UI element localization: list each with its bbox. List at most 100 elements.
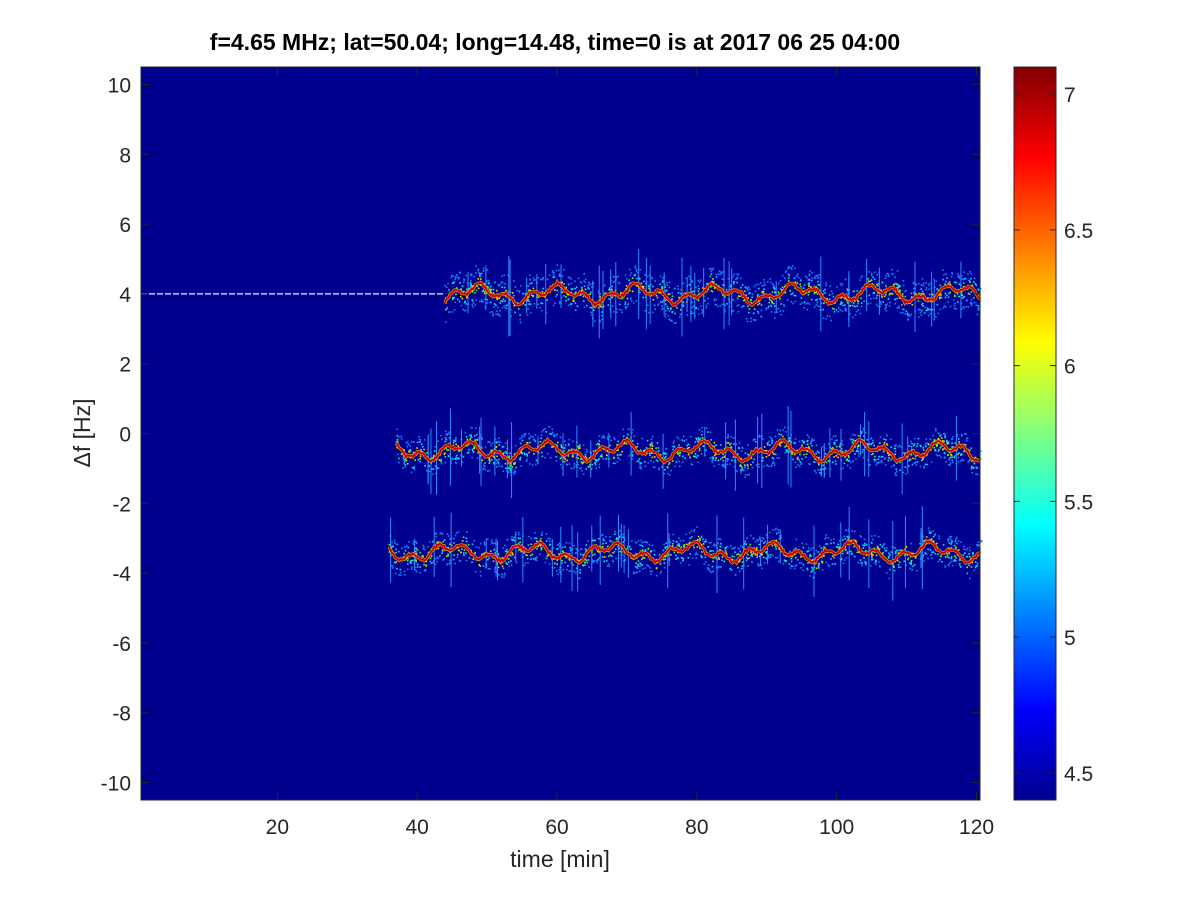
- trace-speckle: [410, 441, 413, 443]
- trace-speckle: [558, 269, 560, 272]
- trace-speckle: [555, 295, 557, 298]
- trace-speckle: [790, 266, 793, 269]
- trace-speckle: [727, 278, 730, 280]
- trace-speckle: [492, 314, 494, 317]
- trace-speckle: [873, 271, 876, 274]
- trace-speckle: [519, 537, 521, 540]
- trace-speckle: [559, 436, 562, 439]
- trace-speckle: [667, 463, 670, 466]
- trace-speckle: [862, 456, 865, 459]
- trace-speckle: [582, 295, 585, 298]
- trace-speckle: [690, 301, 693, 304]
- trace-speckle: [947, 301, 949, 303]
- trace-speckle: [709, 457, 712, 460]
- trace-speckle: [720, 271, 722, 274]
- trace-speckle: [545, 557, 548, 559]
- trace-speckle: [616, 537, 618, 539]
- trace-speckle: [965, 440, 968, 442]
- trace-speckle: [924, 306, 927, 309]
- trace-speckle: [701, 430, 703, 433]
- trace-speckle: [460, 288, 463, 291]
- trace-speckle: [532, 294, 534, 297]
- trace-speckle: [844, 538, 847, 540]
- trace-speckle: [558, 302, 561, 305]
- trace-speckle: [479, 542, 482, 545]
- trace-speckle: [660, 570, 663, 573]
- trace-speckle: [866, 303, 869, 305]
- trace-speckle: [925, 445, 927, 448]
- trace-speckle: [870, 272, 873, 275]
- trace-speckle: [671, 320, 673, 322]
- trace-speckle: [917, 316, 920, 318]
- trace-speckle: [396, 428, 398, 431]
- trace-speckle: [776, 532, 778, 535]
- trace-speckle: [719, 444, 722, 446]
- x-tick-label: 20: [266, 816, 289, 839]
- trace-speckle: [601, 533, 604, 536]
- trace-speckle: [745, 559, 748, 562]
- trace-speckle: [661, 466, 663, 468]
- trace-speckle: [637, 560, 640, 562]
- y-tick-label: 10: [108, 74, 131, 97]
- trace-speckle: [515, 561, 518, 564]
- trace-speckle: [858, 551, 860, 554]
- trace-speckle: [701, 556, 703, 559]
- trace-speckle: [779, 280, 782, 282]
- trace-speckle: [477, 452, 479, 454]
- trace-speckle: [715, 457, 717, 459]
- trace-speckle: [719, 538, 722, 540]
- trace-speckle: [486, 269, 488, 271]
- trace-speckle: [921, 302, 924, 305]
- trace-speckle: [549, 457, 552, 459]
- trace-speckle: [400, 571, 402, 574]
- trace-speckle: [652, 435, 654, 438]
- trace-speckle: [635, 300, 638, 302]
- trace-speckle: [917, 308, 920, 311]
- trace-speckle: [970, 273, 973, 275]
- trace-speckle: [606, 450, 609, 453]
- trace-speckle: [918, 308, 921, 311]
- trace-speckle: [629, 289, 631, 292]
- trace-speckle: [486, 285, 489, 288]
- trace-speckle: [963, 307, 965, 309]
- trace-speckle: [805, 453, 808, 455]
- trace-speckle: [456, 553, 459, 556]
- colorbar-tick-label: 7: [1064, 84, 1076, 107]
- trace-speckle: [895, 468, 898, 470]
- trace-speckle: [690, 529, 693, 532]
- trace-speckle: [794, 300, 797, 303]
- trace-speckle: [893, 546, 896, 549]
- trace-speckle: [616, 538, 618, 541]
- y-tick-label: -4: [112, 563, 131, 586]
- trace-speckle: [534, 558, 536, 561]
- trace-speckle: [580, 467, 583, 469]
- trace-speckle: [396, 567, 398, 570]
- trace-speckle: [416, 563, 419, 566]
- trace-speckle: [659, 275, 662, 278]
- trace-speckle: [768, 531, 771, 534]
- trace-speckle: [636, 443, 639, 445]
- trace-speckle: [818, 305, 821, 308]
- trace-speckle: [758, 564, 761, 566]
- trace-speckle: [471, 285, 474, 287]
- trace-speckle: [667, 315, 670, 317]
- trace-speckle: [584, 564, 586, 567]
- trace-speckle: [466, 445, 468, 447]
- trace-speckle: [494, 552, 497, 554]
- trace-speckle: [595, 443, 598, 446]
- trace-speckle: [937, 560, 940, 563]
- trace-speckle: [477, 287, 480, 290]
- trace-speckle: [621, 551, 623, 553]
- trace-speckle: [626, 304, 629, 306]
- trace-speckle: [447, 554, 449, 557]
- trace-speckle: [892, 564, 895, 567]
- trace-speckle: [702, 445, 705, 447]
- trace-speckle: [519, 458, 521, 460]
- trace-speckle: [534, 537, 536, 540]
- trace-speckle: [976, 313, 979, 316]
- trace-speckle: [618, 547, 621, 550]
- trace-speckle: [879, 565, 881, 568]
- trace-speckle: [751, 555, 754, 557]
- trace-speckle: [606, 565, 609, 567]
- trace-speckle: [591, 285, 593, 288]
